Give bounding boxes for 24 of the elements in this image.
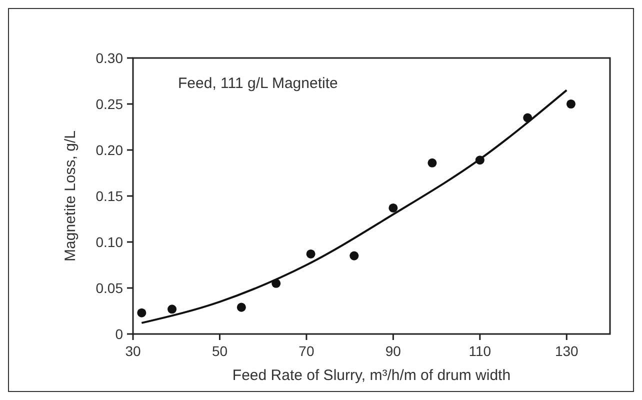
point — [350, 251, 359, 260]
x-tick-label: 30 — [125, 343, 141, 359]
y-tick-label: 0.30 — [96, 50, 124, 66]
point — [236, 302, 246, 312]
x-tick-label: 90 — [385, 343, 402, 359]
annotation: Feed, 111 g/L Magnetite — [178, 75, 338, 92]
y-tick-label: 0.20 — [96, 142, 124, 158]
point — [428, 158, 437, 168]
y-tick-label: 0.10 — [96, 234, 124, 250]
y-tick-label: 0 — [115, 326, 124, 342]
x-tick-label: 50 — [212, 343, 228, 359]
x-axis-title: Feed Rate of Slurry, m³/h/m of drum width — [232, 367, 511, 384]
y-tick-label: 0.05 — [96, 280, 124, 296]
y-tick-label: 0.25 — [96, 96, 124, 112]
y-tick-label: 0.15 — [96, 188, 124, 204]
point — [566, 99, 576, 109]
y-axis-title: Magnetite Loss, g/L — [62, 130, 79, 262]
x-tick-label: 130 — [554, 343, 579, 359]
point — [168, 304, 177, 314]
x-tick-label: 110 — [468, 343, 492, 359]
x-tick-label: 70 — [298, 343, 314, 359]
point — [137, 308, 146, 318]
point — [388, 203, 398, 212]
point — [306, 249, 316, 258]
